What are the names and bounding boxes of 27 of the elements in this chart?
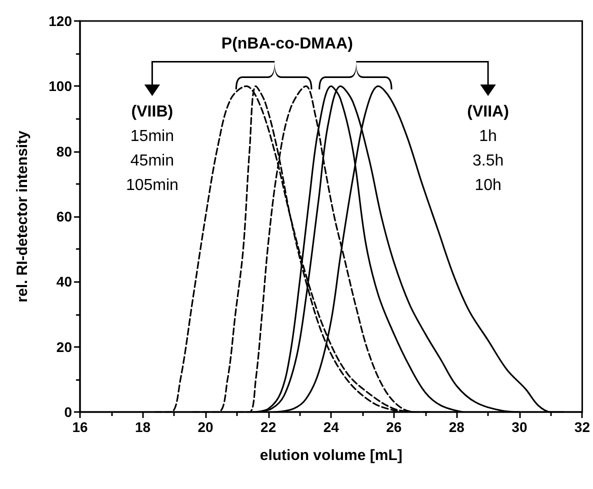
y-tick-label: 20 — [56, 338, 72, 355]
x-tick-label: 32 — [574, 419, 590, 435]
x-tick-label: 16 — [72, 419, 88, 435]
y-tick-label: 80 — [56, 143, 72, 160]
annotation: 3.5h — [472, 152, 504, 170]
x-tick-label: 22 — [260, 419, 276, 435]
annotation: 1h — [479, 128, 497, 146]
y-tick-label: 60 — [56, 208, 72, 224]
x-tick-label: 24 — [323, 419, 340, 435]
y-tick-label: 40 — [56, 274, 72, 290]
x-tick-label: 20 — [198, 419, 214, 435]
x-axis-title: elution volume [mL] — [260, 447, 402, 464]
y-tick-label: 100 — [48, 78, 72, 94]
y-axis-title: rel. RI-detector intensity — [14, 130, 31, 302]
annotation: (VIIB) — [131, 104, 174, 121]
x-tick-label: 18 — [134, 419, 151, 435]
annotation: (VIIA) — [467, 104, 509, 121]
y-tick-label: 0 — [64, 404, 72, 420]
annotation: 105min — [126, 177, 178, 194]
annotation: 15min — [130, 128, 174, 146]
x-tick-label: 26 — [386, 419, 402, 435]
x-tick-label: 30 — [512, 419, 528, 435]
annotation: P(nBA-co-DMAA) — [221, 35, 353, 52]
annotation: 10h — [474, 177, 502, 194]
x-tick-label: 28 — [448, 419, 465, 435]
annotation: 45min — [130, 152, 174, 170]
y-tick-label: 120 — [48, 13, 72, 29]
